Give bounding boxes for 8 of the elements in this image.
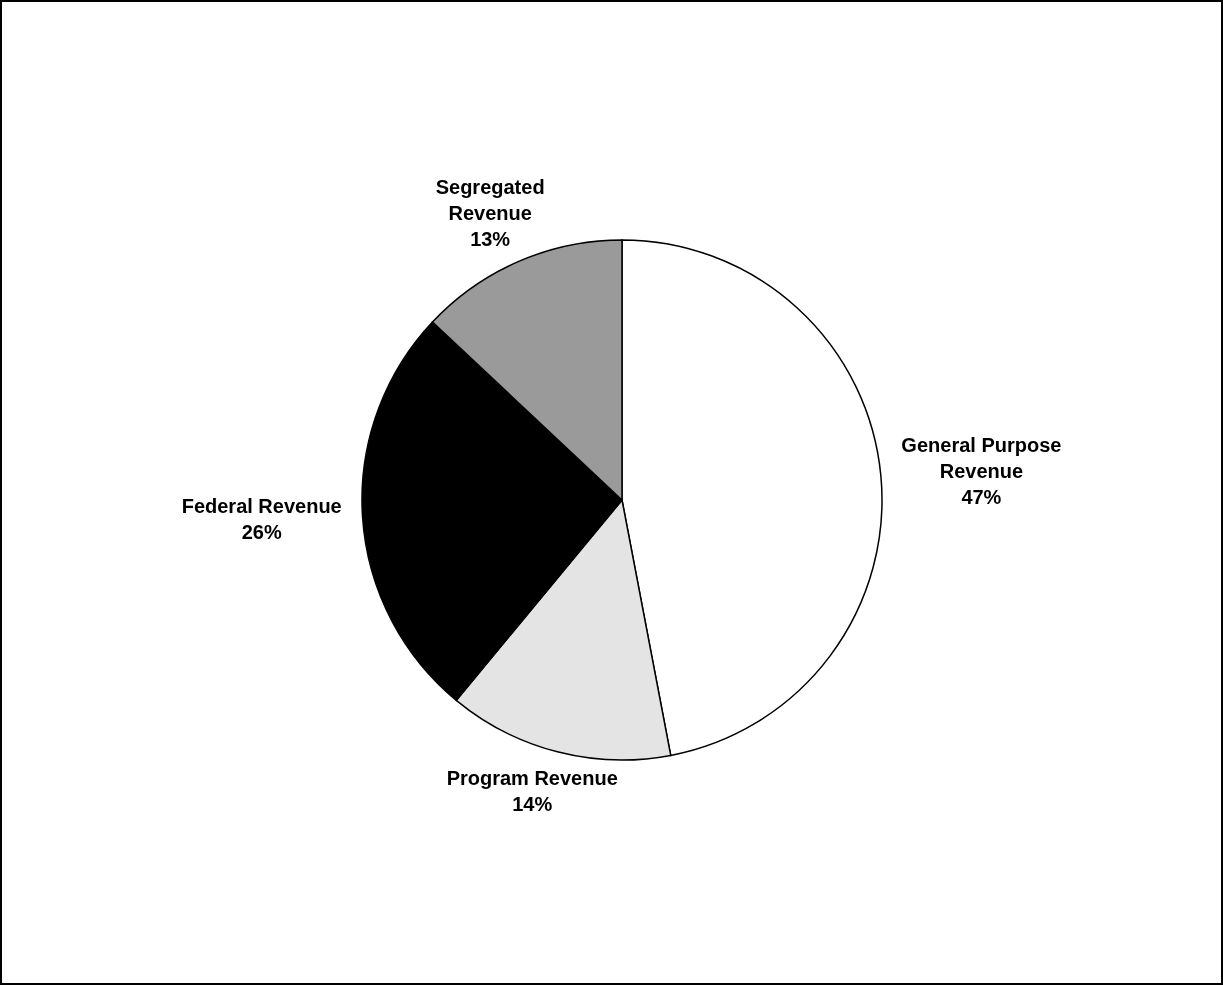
- slice-label: General Purpose Revenue: [901, 433, 1062, 482]
- data-label: 26%: [241, 520, 282, 543]
- data-label: 14%: [512, 792, 553, 815]
- slice-label: Federal Revenue: [181, 494, 342, 517]
- data-label: 13%: [470, 227, 511, 250]
- data-label: 47%: [961, 485, 1002, 508]
- slice-label: Segregated Revenue: [435, 175, 545, 224]
- slice-label: Program Revenue: [446, 766, 618, 789]
